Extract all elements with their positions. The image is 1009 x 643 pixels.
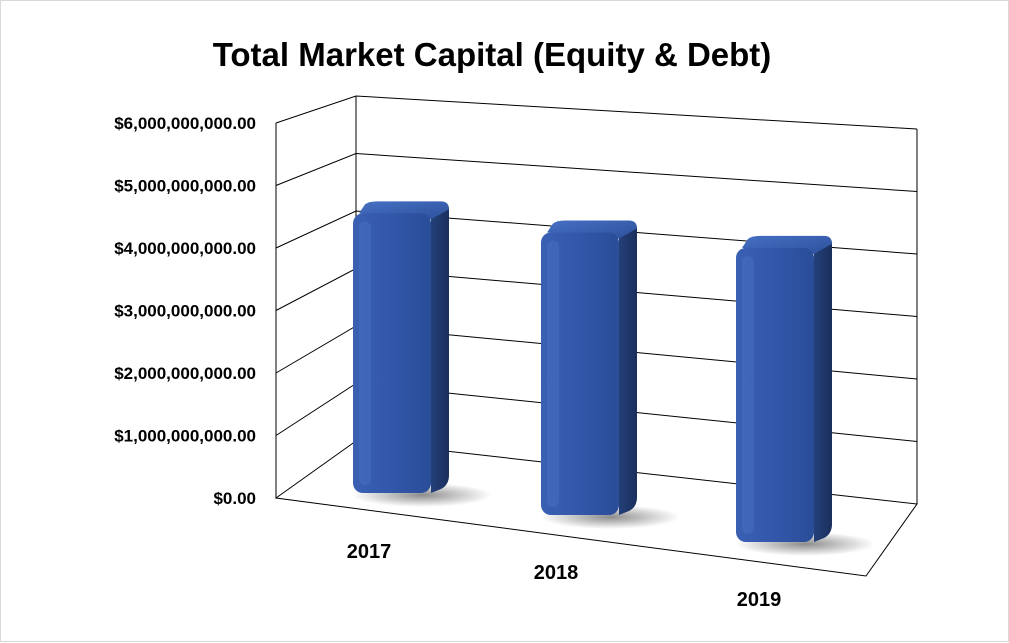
bar-highlight (742, 255, 754, 534)
bar-highlight (359, 221, 371, 485)
bar-front-face (736, 247, 814, 542)
y-tick-label: $3,000,000,000.00 (114, 302, 256, 321)
y-axis-ticks: $0.00 $1,000,000,000.00 $2,000,000,000.00 $… (114, 114, 256, 508)
bar-front-face (541, 232, 619, 516)
gridline (275, 95, 918, 130)
y-tick-label: $5,000,000,000.00 (114, 177, 256, 196)
y-tick-label: $1,000,000,000.00 (114, 427, 256, 446)
y-tick-label: $6,000,000,000.00 (114, 114, 256, 133)
gridline (275, 152, 918, 192)
bar-2019 (735, 235, 875, 556)
bar-side-face (431, 207, 449, 493)
x-tick-label: 2018 (534, 562, 579, 584)
bar-side-face (619, 226, 637, 516)
y-tick-label: $0.00 (213, 489, 256, 508)
bar-highlight (547, 240, 559, 508)
x-tick-label: 2019 (737, 589, 782, 611)
x-axis-ticks: 2017 2018 2019 (347, 541, 782, 611)
gridline (275, 210, 918, 255)
bar-2017 (352, 201, 492, 507)
x-tick-label: 2017 (347, 541, 392, 563)
chart-bars (352, 201, 875, 556)
bar-front-face (353, 213, 431, 493)
bar-side-face (814, 241, 832, 542)
y-tick-label: $2,000,000,000.00 (114, 364, 256, 383)
chart-title: Total Market Capital (Equity & Debt) (213, 36, 772, 73)
bar-2018 (540, 220, 680, 529)
y-tick-label: $4,000,000,000.00 (114, 239, 256, 258)
